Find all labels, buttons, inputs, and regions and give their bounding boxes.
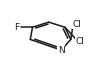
Text: N: N: [58, 46, 65, 55]
Text: F: F: [14, 23, 19, 32]
Text: Cl: Cl: [72, 20, 81, 29]
Text: Cl: Cl: [76, 37, 85, 46]
